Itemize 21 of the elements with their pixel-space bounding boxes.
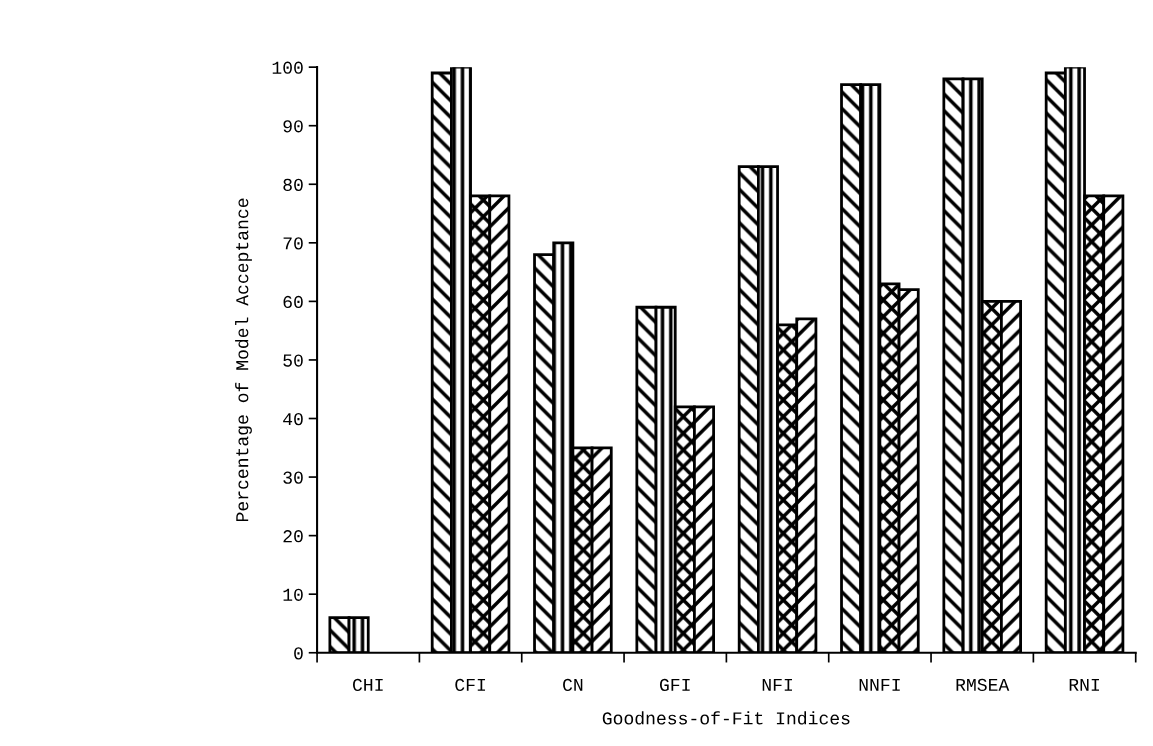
y-tick-label: 100 (272, 61, 303, 74)
x-tick-label: NFI (762, 678, 793, 691)
x-tick-label: GFI (659, 678, 690, 692)
y-axis-title: Percentage of Model Acceptance (235, 198, 252, 522)
x-tick-label: CN (563, 678, 583, 692)
y-tick-label: 20 (283, 530, 303, 543)
x-tick-label: RNI (1069, 678, 1099, 691)
x-axis-title: Goodness-of-Fit Indices (602, 711, 850, 725)
y-tick-label: 40 (283, 412, 303, 426)
x-tick-label: CHI (352, 678, 383, 692)
y-tick-label: 0 (294, 647, 303, 660)
x-tick-label: CFI (455, 678, 486, 692)
y-tick-label: 60 (283, 295, 303, 309)
y-tick-label: 80 (283, 178, 303, 191)
y-tick-label: 50 (283, 354, 303, 367)
y-tick-label: 70 (283, 237, 303, 250)
y-tick-label: 10 (283, 588, 303, 601)
y-tick-label: 30 (283, 471, 303, 484)
x-tick-label: NNFI (859, 678, 900, 691)
x-tick-label: RMSEA (956, 678, 1010, 692)
y-tick-label: 90 (283, 120, 303, 133)
